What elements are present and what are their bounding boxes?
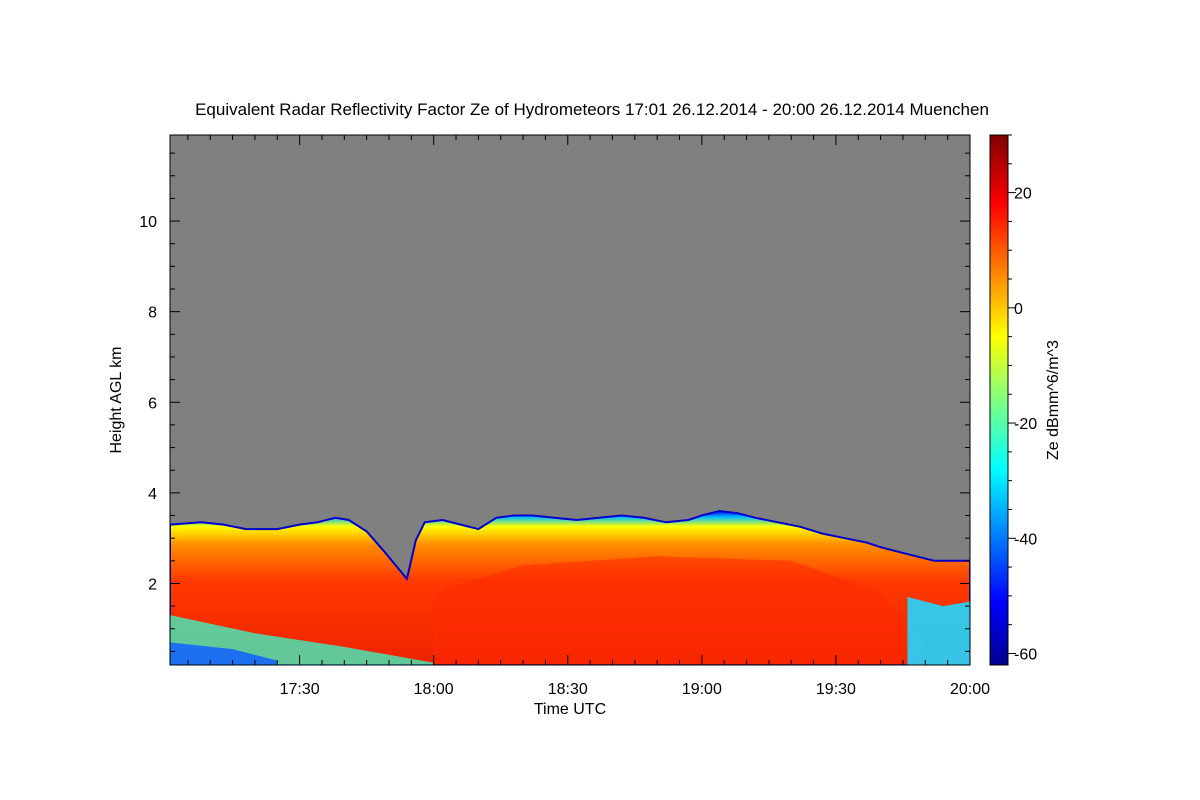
strong-echo-core bbox=[433, 556, 926, 665]
y-tick-label: 10 bbox=[139, 214, 157, 231]
x-tick-label: 19:30 bbox=[816, 681, 856, 698]
colorbar-scale bbox=[989, 134, 1009, 666]
colorbar-tick-label: -40 bbox=[1014, 531, 1037, 548]
colorbar-tick-label: 20 bbox=[1014, 186, 1032, 203]
colorbar-tick-label: -60 bbox=[1014, 646, 1037, 663]
plot-area bbox=[170, 135, 970, 665]
x-tick-label: 17:30 bbox=[280, 681, 320, 698]
y-tick-label: 4 bbox=[148, 486, 157, 503]
chart-title: Equivalent Radar Reflectivity Factor Ze … bbox=[195, 100, 989, 119]
x-tick-label: 18:00 bbox=[414, 681, 454, 698]
plot-frame bbox=[169, 134, 971, 666]
y-tick-label: 2 bbox=[148, 576, 157, 593]
weak-echo-lower-left-blue bbox=[170, 642, 278, 665]
colorbar-tick-label: -20 bbox=[1014, 416, 1037, 433]
weak-echo-right bbox=[907, 597, 970, 665]
colorbar-label: Ze dBmm^6/m^3 bbox=[1045, 340, 1062, 460]
colorbar-ticks: 20 0 -20 -40 -60 bbox=[1008, 134, 1037, 663]
x-tick-label: 20:00 bbox=[950, 681, 990, 698]
x-tick-label: 18:30 bbox=[548, 681, 588, 698]
y-axis-label: Height AGL km bbox=[108, 346, 125, 453]
colorbar-tick-label: 0 bbox=[1014, 301, 1023, 318]
colorbar: 20 0 -20 -40 -60 Ze dBmm^6/m^3 bbox=[989, 134, 1062, 666]
x-axis-label: Time UTC bbox=[534, 701, 606, 718]
y-tick-label: 6 bbox=[148, 395, 157, 412]
y-tick-label: 8 bbox=[148, 305, 157, 322]
chart-title-text: Equivalent Radar Reflectivity Factor Ze … bbox=[195, 100, 989, 119]
x-tick-label: 19:00 bbox=[682, 681, 722, 698]
reflectivity-field bbox=[170, 509, 970, 665]
x-axis: 17:30 18:00 18:30 19:00 19:30 20:00 bbox=[187, 135, 990, 698]
y-axis: 2 4 6 8 10 bbox=[139, 152, 970, 652]
